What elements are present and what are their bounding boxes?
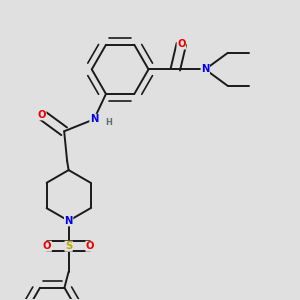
Text: O: O	[38, 110, 46, 120]
Text: O: O	[177, 39, 186, 49]
Text: N: N	[90, 114, 98, 124]
Text: O: O	[43, 241, 51, 251]
Text: S: S	[65, 241, 72, 251]
Text: H: H	[106, 118, 112, 127]
Text: O: O	[86, 241, 94, 251]
Text: N: N	[64, 216, 73, 226]
Text: N: N	[201, 64, 209, 74]
